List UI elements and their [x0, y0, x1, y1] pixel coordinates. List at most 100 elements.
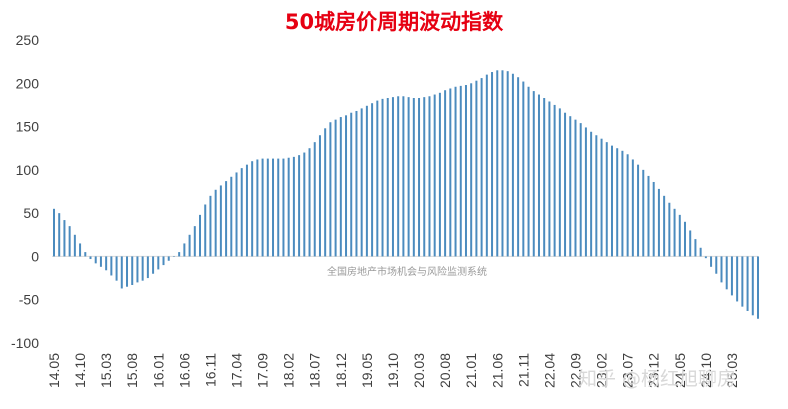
bar — [730, 256, 733, 296]
bar-series — [53, 70, 759, 319]
bar — [120, 256, 123, 289]
bar — [663, 195, 666, 257]
bar — [527, 86, 530, 257]
x-tick-label: 22.09 — [567, 353, 583, 388]
bar — [683, 221, 686, 257]
bar — [167, 256, 170, 261]
bar — [245, 164, 248, 257]
bar — [188, 234, 191, 257]
bar — [626, 154, 629, 257]
bar — [152, 256, 155, 274]
bar — [141, 256, 144, 281]
bar — [454, 86, 457, 257]
x-tick-label: 24.10 — [698, 353, 714, 388]
chart-title: 50城房价周期波动指数 — [284, 10, 504, 34]
bar — [610, 145, 613, 257]
bar — [506, 71, 509, 257]
x-tick-label: 14.05 — [46, 353, 62, 388]
bar — [464, 85, 467, 257]
bar — [600, 138, 603, 257]
bar — [704, 256, 707, 259]
bar — [355, 110, 358, 257]
bar — [428, 96, 431, 257]
bar — [459, 85, 462, 257]
bar — [105, 256, 108, 271]
bar — [642, 169, 645, 257]
bar — [251, 161, 254, 257]
bar — [418, 98, 421, 257]
bar — [444, 90, 447, 257]
bar — [209, 195, 212, 257]
bar — [73, 234, 76, 257]
bar — [621, 150, 624, 257]
x-tick-label: 19.05 — [359, 353, 375, 388]
bar — [172, 256, 175, 257]
x-tick-label: 22.04 — [541, 353, 557, 388]
bar — [751, 256, 754, 316]
bar — [272, 158, 275, 257]
bar — [146, 256, 149, 279]
bar — [183, 243, 186, 257]
bar — [230, 176, 233, 257]
bar — [219, 185, 222, 257]
bar — [543, 98, 546, 257]
bar — [517, 77, 520, 257]
x-tick-label: 20.08 — [437, 353, 453, 388]
bar — [84, 252, 87, 257]
bar — [631, 159, 634, 257]
x-tick-label: 15.08 — [124, 353, 140, 388]
bar — [282, 158, 285, 257]
bar — [313, 142, 316, 257]
y-tick-label: 50 — [23, 205, 39, 221]
bar — [365, 105, 368, 257]
bar — [438, 92, 441, 257]
y-axis: 250 200 150 100 50 0 -50 -100 — [11, 32, 39, 351]
bar — [579, 123, 582, 257]
bar — [115, 256, 118, 281]
bar — [136, 256, 139, 283]
bar — [178, 252, 181, 257]
bar — [449, 88, 452, 257]
bar — [689, 230, 692, 257]
bar — [725, 256, 728, 290]
bar — [423, 97, 426, 257]
bar — [277, 158, 280, 257]
x-tick-label: 18.12 — [333, 353, 349, 388]
bar — [53, 208, 55, 257]
bar — [287, 157, 290, 257]
bar — [386, 98, 389, 257]
bar — [496, 70, 499, 257]
bar — [475, 80, 478, 257]
bar — [537, 94, 540, 257]
bar — [433, 94, 436, 257]
bar — [584, 127, 587, 257]
bar — [746, 256, 749, 311]
y-tick-label: -100 — [11, 335, 39, 351]
bar — [595, 135, 598, 257]
bar — [501, 70, 504, 257]
bar — [391, 97, 394, 257]
bar — [79, 243, 82, 257]
bar — [548, 101, 551, 257]
x-tick-label: 23.12 — [646, 353, 662, 388]
bar — [204, 204, 207, 257]
bar — [131, 256, 134, 285]
bar — [308, 148, 311, 257]
bar — [360, 108, 363, 257]
bar — [94, 256, 97, 264]
bar — [694, 239, 697, 257]
y-tick-label: -50 — [19, 292, 39, 308]
bar — [303, 152, 306, 257]
bar — [720, 256, 723, 283]
bar — [637, 164, 640, 257]
bar — [298, 155, 301, 257]
x-tick-label: 16.06 — [176, 353, 192, 388]
bar — [89, 256, 92, 260]
x-tick-label: 19.10 — [385, 353, 401, 388]
bar — [470, 83, 473, 257]
x-tick-label: 21.01 — [463, 353, 479, 388]
x-tick-label: 15.03 — [98, 353, 114, 388]
bar — [376, 100, 379, 257]
bar — [402, 96, 405, 257]
